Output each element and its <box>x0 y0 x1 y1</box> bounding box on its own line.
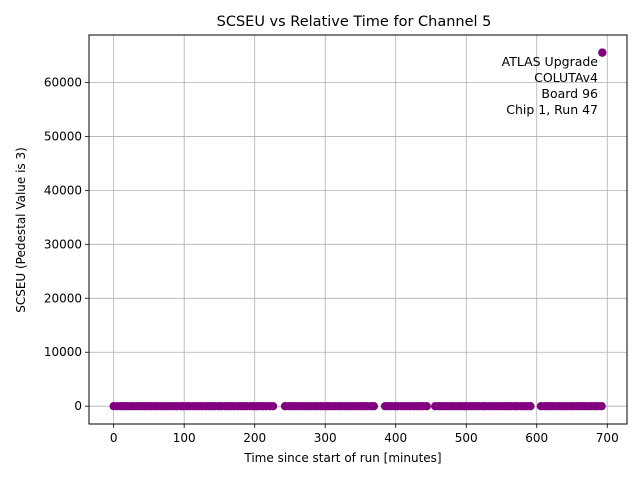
x-tick-label: 700 <box>596 431 619 445</box>
x-tick-label: 600 <box>525 431 548 445</box>
x-tick-label: 400 <box>384 431 407 445</box>
data-point <box>369 401 379 411</box>
data-point <box>422 401 431 411</box>
axis-ticks: 0 100 200 300 400 500 600 700 0 10000 20000 30000 40… <box>44 75 619 445</box>
x-tick-label: 500 <box>455 431 478 445</box>
y-tick-label: 0 <box>74 399 82 413</box>
y-tick-label: 60000 <box>44 75 82 89</box>
data-point <box>597 401 606 411</box>
y-axis-label: SCSEU (Pedestal Value is 3) <box>14 147 28 313</box>
x-tick-label: 200 <box>243 431 266 445</box>
data-points <box>109 48 607 411</box>
data-point <box>526 401 535 411</box>
annotation-line-4: Chip 1, Run 47 <box>506 102 598 117</box>
x-tick-label: 100 <box>173 431 196 445</box>
y-tick-label: 50000 <box>44 129 82 143</box>
x-tick-label: 300 <box>314 431 337 445</box>
data-point <box>598 48 607 57</box>
y-tick-label: 20000 <box>44 291 82 305</box>
x-axis-label: Time since start of run [minutes] <box>243 451 441 465</box>
y-tick-label: 40000 <box>44 183 82 197</box>
chart-title: SCSEU vs Relative Time for Channel 5 <box>217 14 492 30</box>
x-tick-label: 0 <box>110 431 118 445</box>
grid <box>89 35 627 424</box>
annotation-line-2: COLUTAv4 <box>534 70 598 85</box>
annotation-line-3: Board 96 <box>541 86 598 101</box>
annotation-line-1: ATLAS Upgrade <box>502 54 599 69</box>
plot-frame <box>88 34 628 425</box>
annotation-box: ATLAS Upgrade COLUTAv4 Board 96 Chip 1, … <box>502 54 599 117</box>
y-tick-label: 10000 <box>44 345 82 359</box>
data-point <box>268 401 278 411</box>
y-tick-label: 30000 <box>44 237 82 251</box>
